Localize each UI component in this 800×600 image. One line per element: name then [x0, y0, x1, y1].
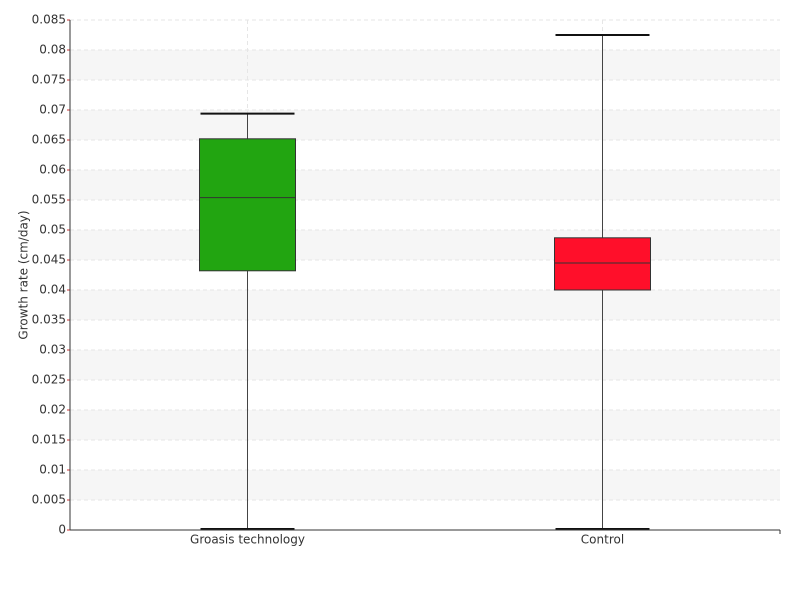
grid-band	[70, 410, 780, 440]
y-tick-label: 0.035	[32, 313, 66, 327]
y-tick-label: 0.08	[39, 43, 66, 57]
y-tick-label: 0.02	[39, 403, 66, 417]
y-tick-label: 0	[58, 523, 66, 537]
y-tick-label: 0.005	[32, 493, 66, 507]
y-tick-label: 0.025	[32, 373, 66, 387]
y-tick-label: 0.075	[32, 73, 66, 87]
grid-band	[70, 170, 780, 200]
y-tick-label: 0.07	[39, 103, 66, 117]
y-tick-label: 0.065	[32, 133, 66, 147]
grid-band	[70, 50, 780, 80]
y-tick-label: 0.03	[39, 343, 66, 357]
grid-band	[70, 350, 780, 380]
y-tick-label: 0.015	[32, 433, 66, 447]
y-tick-label: 0.04	[39, 283, 66, 297]
grid-band	[70, 470, 780, 500]
y-axis-label: Growth rate (cm/day)	[17, 210, 31, 339]
y-tick-label: 0.085	[32, 13, 66, 27]
y-tick-label: 0.05	[39, 223, 66, 237]
x-tick-label: Groasis technology	[190, 533, 305, 547]
grid-band	[70, 230, 780, 260]
box	[554, 237, 651, 291]
x-tick-label: Control	[581, 533, 624, 547]
grid-band	[70, 290, 780, 320]
y-tick-label: 0.045	[32, 253, 66, 267]
grid-band	[70, 110, 780, 140]
y-tick-label: 0.055	[32, 193, 66, 207]
box	[199, 138, 296, 272]
y-tick-label: 0.06	[39, 163, 66, 177]
y-tick-label: 0.01	[39, 463, 66, 477]
